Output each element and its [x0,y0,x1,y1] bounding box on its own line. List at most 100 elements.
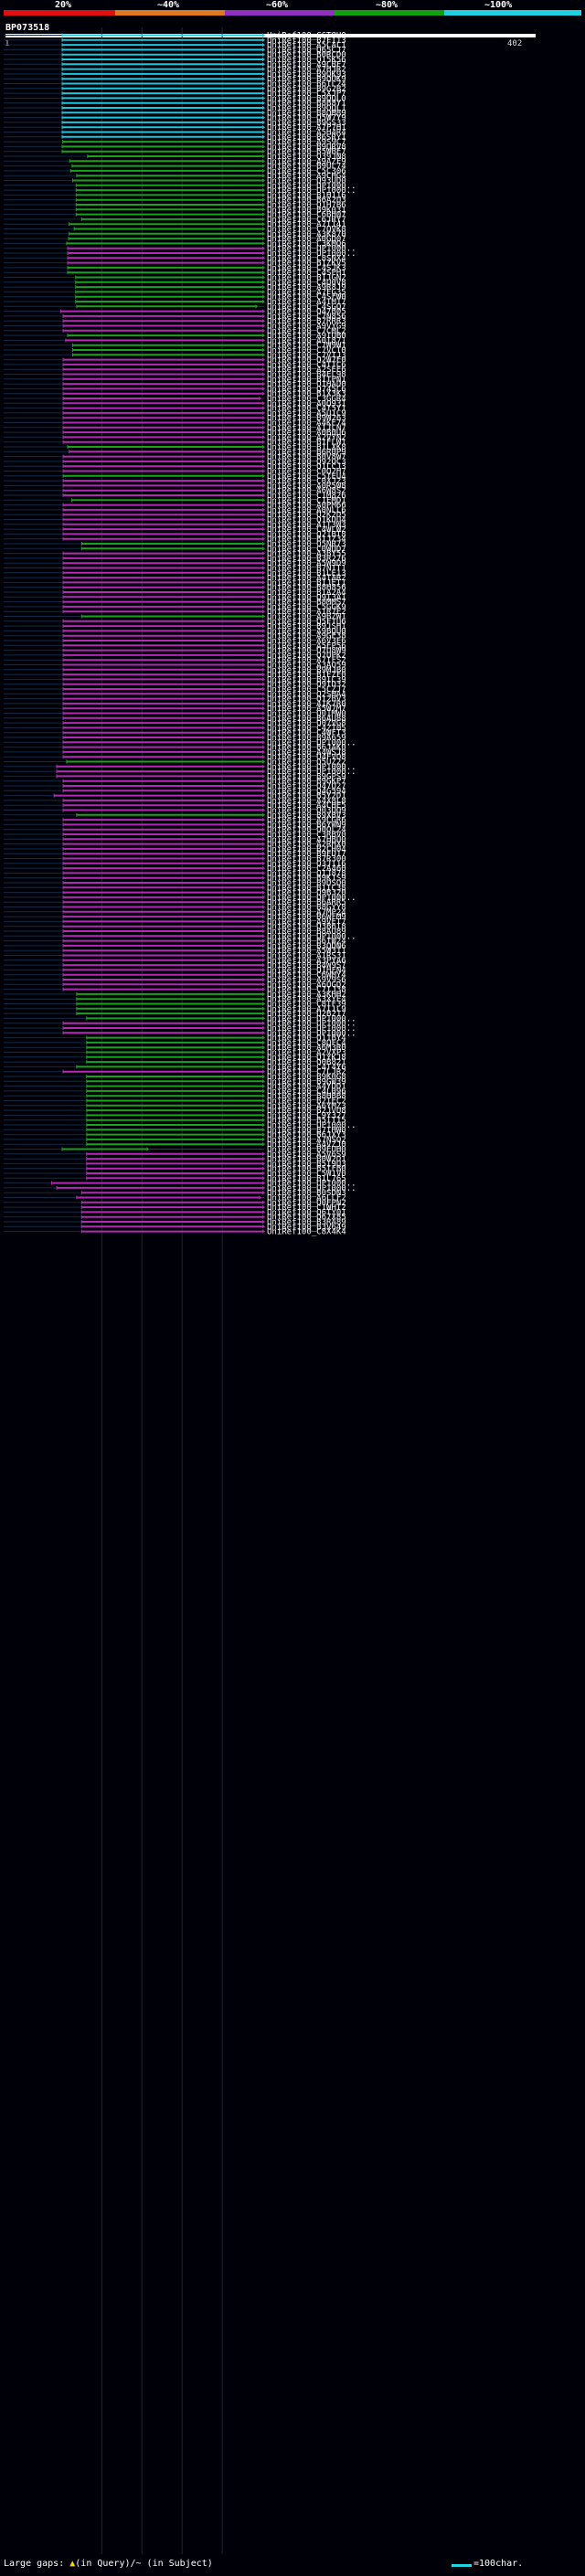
hit-arrowhead [262,299,265,304]
hit-label: UniRef100_A9IQB0 [267,332,346,341]
hit-arrowhead [262,522,265,526]
hit-arrowhead [262,726,265,730]
hit-arrowhead [259,1195,262,1200]
hit-arrowhead [262,706,265,711]
hit-arrowhead [262,1084,265,1088]
hit-label: UniRef100_B9QK93 [267,70,346,80]
hit-arrowhead [262,619,265,623]
hit-arrowhead [262,556,265,561]
hit-arrowhead [262,1065,265,1069]
hit-label: UniRef100_Q12BV3 [267,695,346,705]
hit-label: UniRef100_A4TAR2 [267,574,346,583]
hit-label: UniRef100_B1L765 [267,1174,346,1183]
hit-label: UniRef100_A5H4R4 [267,129,346,138]
hit-label: UniRef100_Q01MW0 [267,710,346,719]
hit-arrowhead [262,425,265,429]
hit-label: UniRef100_B9K0G8 [267,1073,346,1082]
hit-label: UniRef100_B8B8Y1 [267,100,346,109]
hit-arrowhead [262,1128,265,1132]
hit-label: UniRef100_B9XBV3 [267,811,346,821]
hit-arrowhead [262,33,265,37]
hit-arrowhead [262,759,265,764]
hit-label: UniRef100_A7HBU0 [267,835,346,844]
query-bar [5,34,536,37]
hit-label: UniRef100_C8QFC4 [267,1039,346,1048]
query-start: 1 [5,39,10,48]
hit-arrowhead [262,789,265,793]
hit-arrowhead [262,885,265,890]
hit-label: UniRef100_B7IHW0 [267,1126,346,1135]
hit-arrowhead [262,473,265,478]
hit-arrowhead [262,629,265,633]
hit-arrowhead [262,493,265,498]
hit-arrowhead [262,483,265,488]
hit-arrowhead [262,309,265,313]
hit-label: UniRef100_B6SRY1 [267,133,346,143]
hit-label: UniRef100_A9BZW1 [267,613,346,622]
hit-arrowhead [262,193,265,197]
hit-arrowhead [262,67,265,71]
hit-label: UniRef100_C5CZJ7 [267,685,346,694]
hit-label: UniRef100_B6IW24 [267,938,346,947]
hit-label: UniRef100_UP1000.. [267,1121,356,1130]
hit-label: UniRef100_C5TEU4 [267,472,346,482]
hit-label: UniRef100_C7VTJ3 [267,351,346,360]
hit-arrowhead [262,711,265,716]
hit-arrowhead [262,376,265,381]
hit-label: UniRef100_B2IEC2 [267,1097,346,1107]
hit-arrowhead [262,270,265,275]
hit-arrowhead [262,333,265,338]
hit-arrowhead [262,716,265,720]
hit-label: UniRef100_B5IT15 [267,1117,346,1126]
hit-arrowhead [262,338,265,343]
hit-arrowhead [262,575,265,580]
hit-arrowhead [262,672,265,677]
hit-arrowhead [262,1181,265,1185]
hit-label: UniRef100_B8AU89 [267,928,346,937]
hit-arrowhead [262,246,265,250]
hit-label: UniRef100_B1FLW1 [267,439,346,448]
hit-label: UniRef100_B6A2U3 [267,196,346,206]
hit-label: UniRef100_C8SNX4 [267,254,346,263]
hit-label: UniRef100_B5WBE7 [267,148,346,157]
hit-label: UniRef100_C7LJR2 [267,1068,346,1077]
hit-label: UniRef100_UP1000.. [267,763,356,772]
hit-label: UniRef100_B1A2A4 [267,588,346,598]
hit-label: UniRef100_Q03QQ9 [267,807,346,816]
hit-label: UniRef100_A2RHX0 [267,841,346,850]
hit-label: UniRef100_B0W2D1 [267,1155,346,1164]
hit-arrowhead [262,943,265,949]
hit-label: UniRef100_B5Y2D1 [267,792,346,801]
hit-label: UniRef100_A4YDD1 [267,1083,346,1092]
hit-label: UniRef100_B1X3K3 [267,390,346,399]
hit-label: UniRef100_A9V9S6 [267,976,346,985]
hit-label: UniRef100_C4WFT3 [267,729,346,738]
hit-arrowhead [262,71,265,77]
hit-arrowhead [262,1185,265,1191]
hit-label: UniRef100_A6UGD2 [267,981,346,990]
hit-label: UniRef100_B0V8W7 [267,453,346,462]
hit-label: UniRef100_Q2SMA4 [267,690,346,699]
hit-label: UniRef100_B9GW39 [267,1077,346,1087]
hit-arrowhead [262,1031,265,1035]
hit-label: UniRef100_C4ZT05 [267,724,346,733]
hit-arrowhead [262,793,265,798]
hit-label: UniRef100_UP1000.. [267,932,356,941]
hit-label: UniRef100_C4SJK3 [267,264,346,273]
hit-label: UniRef100_B8H856 [267,584,346,593]
hit-label: UniRef100_C6BH07 [267,211,346,220]
hit-arrowhead [262,57,265,62]
hit-arrowhead [262,909,265,914]
hit-arrowhead [262,1040,265,1045]
hit-arrowhead [262,755,265,759]
hit-arrowhead [262,895,265,900]
scale-label-100: ~100% [484,0,513,10]
hit-arrowhead [262,440,265,444]
hit-arrowhead [262,880,265,885]
hit-label: UniRef100_A4CHE5 [267,801,346,811]
hit-label: UniRef100_B9EUH0 [267,1146,346,1155]
hit-arrowhead [262,1050,265,1055]
hit-label: UniRef100_Q1LCJ3 [267,462,346,472]
hit-label: UniRef100_A5V6S9 [267,1150,346,1160]
